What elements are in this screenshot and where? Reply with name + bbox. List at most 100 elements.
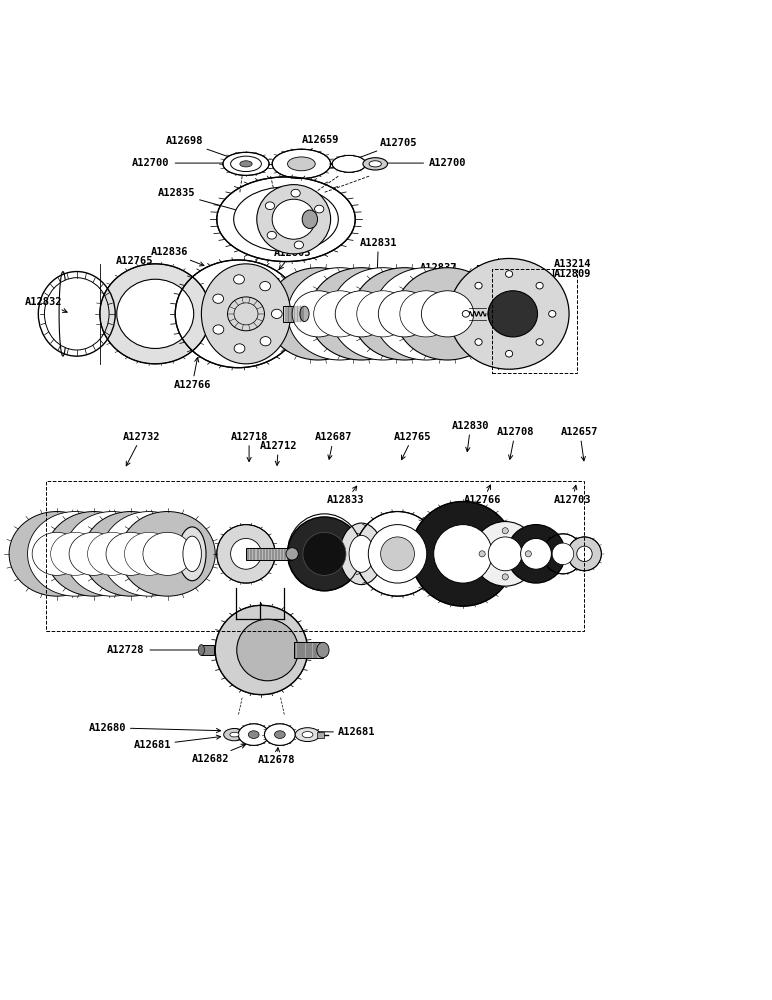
- Ellipse shape: [552, 543, 574, 565]
- Ellipse shape: [536, 282, 543, 289]
- Ellipse shape: [124, 532, 174, 575]
- Ellipse shape: [231, 538, 262, 569]
- Text: A12766: A12766: [464, 485, 502, 505]
- Ellipse shape: [489, 291, 537, 337]
- Ellipse shape: [178, 527, 206, 581]
- Bar: [290, 210, 310, 228]
- Ellipse shape: [475, 282, 482, 289]
- Text: A12766: A12766: [174, 358, 211, 390]
- Ellipse shape: [374, 268, 479, 360]
- Bar: [201, 645, 214, 655]
- Ellipse shape: [309, 268, 414, 360]
- Ellipse shape: [223, 152, 269, 175]
- Ellipse shape: [395, 268, 499, 360]
- Ellipse shape: [330, 268, 435, 360]
- Ellipse shape: [260, 337, 271, 346]
- Text: A12833: A12833: [327, 486, 364, 505]
- Ellipse shape: [257, 185, 330, 254]
- Text: A12700: A12700: [132, 158, 228, 168]
- Ellipse shape: [51, 532, 100, 575]
- Ellipse shape: [87, 532, 137, 575]
- Ellipse shape: [9, 512, 104, 596]
- Ellipse shape: [215, 605, 307, 695]
- Text: A12837: A12837: [419, 263, 457, 295]
- Ellipse shape: [567, 537, 601, 571]
- Ellipse shape: [434, 525, 493, 583]
- Ellipse shape: [234, 187, 338, 252]
- Ellipse shape: [292, 291, 344, 337]
- Ellipse shape: [300, 306, 309, 322]
- Ellipse shape: [266, 268, 371, 360]
- Ellipse shape: [272, 309, 282, 318]
- Bar: [246, 548, 292, 560]
- Ellipse shape: [143, 532, 192, 575]
- Ellipse shape: [525, 551, 531, 557]
- Ellipse shape: [240, 161, 252, 167]
- Ellipse shape: [520, 538, 551, 569]
- Text: A12831: A12831: [360, 238, 397, 282]
- Ellipse shape: [217, 525, 276, 583]
- Ellipse shape: [32, 532, 81, 575]
- Text: A12703: A12703: [554, 485, 591, 505]
- Text: A12732: A12732: [123, 432, 160, 466]
- Ellipse shape: [291, 189, 300, 197]
- Ellipse shape: [479, 551, 486, 557]
- Text: A12836: A12836: [151, 247, 204, 266]
- Text: A12659: A12659: [302, 135, 340, 157]
- Bar: [293, 642, 323, 658]
- Ellipse shape: [266, 202, 275, 210]
- Bar: [283, 306, 304, 322]
- Ellipse shape: [239, 724, 269, 745]
- Ellipse shape: [317, 642, 329, 658]
- Ellipse shape: [286, 548, 298, 560]
- Ellipse shape: [259, 282, 270, 291]
- Ellipse shape: [381, 537, 415, 571]
- Text: A12700: A12700: [374, 158, 466, 168]
- Ellipse shape: [506, 271, 513, 277]
- Text: A12809: A12809: [554, 269, 591, 279]
- Text: A12765: A12765: [116, 256, 167, 273]
- Ellipse shape: [577, 546, 592, 562]
- Text: A12765: A12765: [394, 432, 432, 460]
- Ellipse shape: [213, 294, 224, 303]
- Ellipse shape: [302, 210, 317, 228]
- Ellipse shape: [120, 512, 215, 596]
- Ellipse shape: [249, 731, 259, 738]
- Ellipse shape: [100, 264, 211, 364]
- Text: A12712: A12712: [259, 441, 297, 465]
- Ellipse shape: [313, 291, 366, 337]
- Text: A12832: A12832: [25, 297, 67, 312]
- Text: A12681: A12681: [314, 727, 375, 737]
- Ellipse shape: [234, 275, 245, 284]
- Ellipse shape: [378, 291, 431, 337]
- Text: A12830: A12830: [452, 421, 489, 452]
- Ellipse shape: [230, 732, 239, 737]
- Text: A12805: A12805: [273, 248, 311, 269]
- Ellipse shape: [349, 535, 374, 572]
- Text: A12835: A12835: [158, 188, 258, 217]
- Ellipse shape: [369, 161, 381, 167]
- Ellipse shape: [237, 619, 298, 681]
- Ellipse shape: [275, 731, 285, 738]
- Text: A13214: A13214: [554, 259, 591, 269]
- Ellipse shape: [352, 268, 457, 360]
- Ellipse shape: [273, 149, 330, 178]
- Text: A12682: A12682: [192, 744, 245, 764]
- Ellipse shape: [198, 645, 205, 655]
- Ellipse shape: [302, 732, 313, 738]
- Ellipse shape: [314, 205, 323, 213]
- Text: A12830: A12830: [113, 287, 151, 303]
- Ellipse shape: [462, 311, 469, 317]
- Ellipse shape: [273, 199, 315, 239]
- Ellipse shape: [213, 325, 224, 334]
- Ellipse shape: [69, 532, 118, 575]
- Ellipse shape: [506, 350, 513, 357]
- Ellipse shape: [475, 339, 482, 345]
- Text: A12657: A12657: [561, 427, 598, 461]
- Ellipse shape: [101, 512, 197, 596]
- Ellipse shape: [363, 158, 388, 170]
- Bar: [317, 732, 324, 738]
- Ellipse shape: [489, 537, 522, 571]
- Ellipse shape: [201, 264, 290, 364]
- Ellipse shape: [106, 532, 155, 575]
